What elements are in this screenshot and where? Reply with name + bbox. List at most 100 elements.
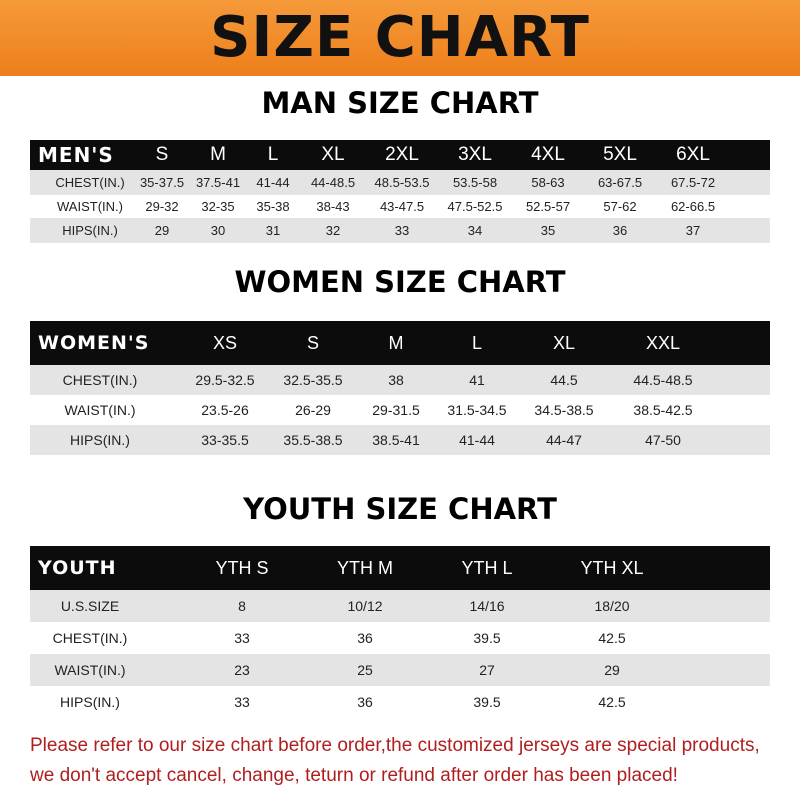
measurement-cell: 35.5-38.5 — [283, 432, 343, 448]
size-header-yth-l: YTH L — [461, 558, 513, 578]
row-label: CHEST(IN.) — [62, 372, 138, 388]
measurement-cell: 47-50 — [645, 432, 681, 448]
size-header-s: S — [155, 144, 169, 165]
measurement-cell: 38 — [388, 372, 404, 388]
measurement-cell: 43-47.5 — [379, 199, 425, 214]
youth-header-row: YOUTH YTH S YTH M YTH L YTH XL — [30, 546, 770, 590]
size-header-xl: XL — [552, 333, 576, 353]
women-section-title: WOMEN SIZE CHART — [234, 265, 566, 299]
row-label: HIPS(IN.) — [70, 432, 130, 448]
measurement-cell: 39.5 — [473, 694, 501, 710]
measurement-cell: 36 — [612, 223, 628, 238]
measurement-cell: 32 — [325, 223, 341, 238]
measurement-cell: 44.5 — [550, 372, 578, 388]
measurement-cell: 36 — [357, 630, 373, 646]
youth-row-u-s-size: U.S.SIZE 8 10/12 14/16 18/20 — [30, 590, 770, 622]
size-header-6xl: 6XL — [676, 144, 710, 165]
measurement-cell: 14/16 — [469, 598, 505, 614]
banner: SIZE CHART — [0, 0, 800, 76]
measurement-cell: 37 — [685, 223, 701, 238]
youth-row-hips-in: HIPS(IN.) 33 36 39.5 42.5 — [30, 686, 770, 718]
measurement-cell: 10/12 — [347, 598, 383, 614]
measurement-cell: 38.5-42.5 — [633, 402, 693, 418]
measurement-cell: 44.5-48.5 — [633, 372, 693, 388]
notice-line-1: Please refer to our size chart before or… — [30, 735, 760, 756]
row-label: HIPS(IN.) — [62, 223, 118, 238]
measurement-cell: 52.5-57 — [525, 199, 571, 214]
measurement-cell: 36 — [357, 694, 373, 710]
measurement-cell: 41-44 — [459, 432, 495, 448]
measurement-cell: 34 — [467, 223, 483, 238]
youth-row-chest-in: CHEST(IN.) 33 36 39.5 42.5 — [30, 622, 770, 654]
measurement-cell: 58-63 — [531, 175, 565, 190]
men-row-waist-in: WAIST(IN.) 29-32 32-35 35-38 38-43 43-47.5 47.… — [30, 195, 770, 218]
youth-row-waist-in: WAIST(IN.) 23 25 27 29 — [30, 654, 770, 686]
size-header-yth-m: YTH M — [337, 558, 393, 578]
measurement-cell: 41 — [469, 372, 485, 388]
men-row-chest-in: CHEST(IN.) 35-37.5 37.5-41 41-44 44-48.5 48.5… — [30, 170, 770, 195]
measurement-cell: 23.5-26 — [201, 402, 249, 418]
row-label: CHEST(IN.) — [55, 175, 125, 190]
size-header-yth-s: YTH S — [215, 558, 269, 578]
measurement-cell: 44-47 — [546, 432, 582, 448]
row-label: WAIST(IN.) — [57, 199, 123, 214]
measurement-cell: 47.5-52.5 — [447, 199, 503, 214]
measurement-cell: 18/20 — [594, 598, 630, 614]
measurement-cell: 35 — [540, 223, 556, 238]
size-header-m: M — [388, 333, 404, 353]
measurement-cell: 33-35.5 — [201, 432, 249, 448]
measurement-cell: 8 — [238, 598, 246, 614]
size-header-l: L — [267, 144, 279, 165]
measurement-cell: 42.5 — [598, 694, 626, 710]
measurement-cell: 23 — [234, 662, 250, 678]
size-header-xl: XL — [321, 144, 345, 165]
size-header-4xl: 4XL — [531, 144, 565, 165]
measurement-cell: 57-62 — [603, 199, 637, 214]
measurement-cell: 26-29 — [295, 402, 331, 418]
measurement-cell: 48.5-53.5 — [374, 175, 430, 190]
measurement-cell: 35-38 — [256, 199, 290, 214]
women-header-label: WOMEN'S — [38, 332, 150, 354]
measurement-cell: 39.5 — [473, 630, 501, 646]
measurement-cell: 53.5-58 — [452, 175, 498, 190]
measurement-cell: 29 — [604, 662, 620, 678]
row-label: WAIST(IN.) — [64, 402, 136, 418]
measurement-cell: 33 — [234, 694, 250, 710]
row-label: CHEST(IN.) — [52, 630, 128, 646]
measurement-cell: 38.5-41 — [372, 432, 420, 448]
women-row-chest-in: CHEST(IN.) 29.5-32.5 32.5-35.5 38 41 44.5 44.5… — [30, 365, 770, 395]
measurement-cell: 32-35 — [201, 199, 235, 214]
men-row-hips-in: HIPS(IN.) 29 30 31 32 33 34 35 36 37 — [30, 218, 770, 243]
measurement-cell: 29.5-32.5 — [195, 372, 255, 388]
size-header-xs: XS — [212, 333, 238, 353]
women-header-row: WOMEN'S XS S M L XL XXL — [30, 321, 770, 365]
women-row-hips-in: HIPS(IN.) 33-35.5 35.5-38.5 38.5-41 41-44 44-… — [30, 425, 770, 455]
measurement-cell: 29 — [154, 223, 170, 238]
measurement-cell: 37.5-41 — [195, 175, 241, 190]
row-label: U.S.SIZE — [60, 598, 120, 614]
measurement-cell: 31.5-34.5 — [447, 402, 507, 418]
size-header-5xl: 5XL — [603, 144, 637, 165]
size-header-m: M — [210, 144, 226, 165]
measurement-cell: 42.5 — [598, 630, 626, 646]
size-header-xxl: XXL — [645, 333, 681, 353]
measurement-cell: 29-31.5 — [372, 402, 420, 418]
measurement-cell: 67.5-72 — [670, 175, 716, 190]
men-header-row: MEN'S S M L XL 2XL 3XL 4XL 5XL 6XL — [30, 140, 770, 170]
size-header-yth-xl: YTH XL — [580, 558, 644, 578]
measurement-cell: 30 — [210, 223, 226, 238]
banner-title: SIZE CHART — [210, 5, 590, 70]
measurement-cell: 63-67.5 — [597, 175, 643, 190]
men-section-title: MAN SIZE CHART — [261, 86, 539, 120]
measurement-cell: 27 — [479, 662, 495, 678]
measurement-cell: 33 — [234, 630, 250, 646]
size-header-s: S — [306, 333, 320, 353]
measurement-cell: 34.5-38.5 — [534, 402, 594, 418]
measurement-cell: 44-48.5 — [310, 175, 356, 190]
measurement-cell: 31 — [265, 223, 281, 238]
size-header-3xl: 3XL — [458, 144, 492, 165]
measurement-cell: 38-43 — [316, 199, 350, 214]
youth-section-title: YOUTH SIZE CHART — [243, 492, 557, 526]
women-row-waist-in: WAIST(IN.) 23.5-26 26-29 29-31.5 31.5-34.5 34… — [30, 395, 770, 425]
measurement-cell: 41-44 — [256, 175, 290, 190]
